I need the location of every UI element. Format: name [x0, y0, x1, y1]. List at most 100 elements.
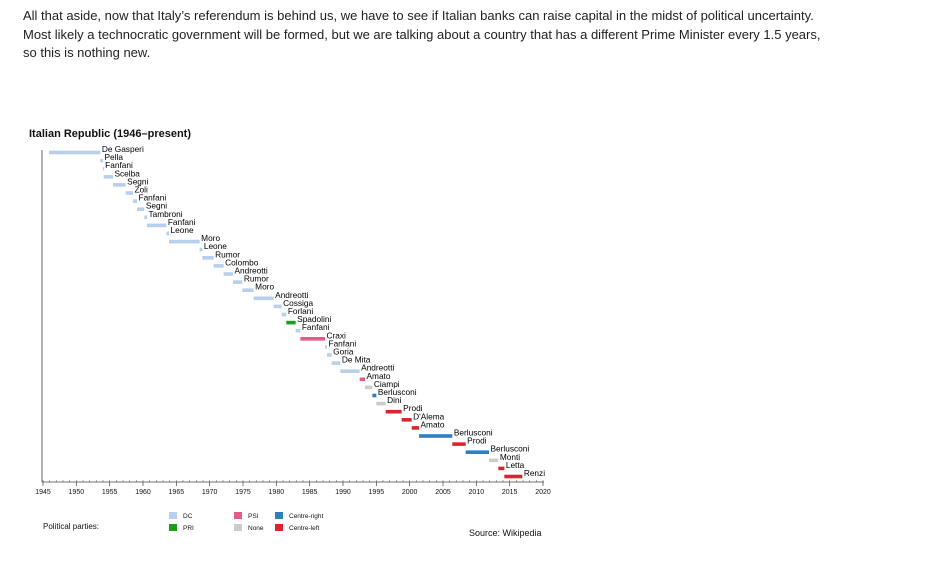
- pm-bar: [223, 272, 233, 276]
- pm-bar: [401, 418, 412, 422]
- pm-bar: [144, 215, 147, 220]
- pm-label: Moro: [201, 233, 220, 243]
- x-tick-label: 2000: [402, 489, 418, 496]
- pm-label: Forlani: [288, 306, 314, 316]
- pm-label: Segni: [146, 201, 167, 211]
- pm-bar: [166, 231, 169, 236]
- x-tick-label: 1965: [169, 489, 185, 496]
- legend-swatch: [169, 524, 177, 531]
- pm-bar: [411, 426, 419, 430]
- pm-bar: [103, 166, 105, 171]
- pm-label: Craxi: [327, 330, 347, 340]
- pm-bars: [49, 150, 523, 479]
- source-note: Source: Wikipedia: [469, 528, 542, 538]
- pm-label: Leone: [171, 225, 194, 235]
- pm-bar: [147, 223, 167, 228]
- pm-label: Letta: [506, 460, 525, 470]
- x-tick-label: 1950: [69, 489, 85, 496]
- pm-bar: [49, 150, 101, 155]
- pm-label: Monti: [500, 452, 520, 462]
- pm-label: Berlusconi: [491, 444, 530, 454]
- x-tick-label: 1945: [35, 489, 51, 496]
- legend-label: None: [248, 525, 264, 532]
- x-tick-label: 1985: [302, 489, 318, 496]
- pm-label: Tambroni: [149, 209, 183, 219]
- pm-bar: [100, 158, 103, 163]
- pm-bar: [202, 256, 214, 260]
- pm-label: Cossiga: [283, 298, 313, 308]
- pm-label: Andreotti: [361, 363, 394, 373]
- pm-label: Prodi: [467, 436, 487, 446]
- pm-bar: [273, 304, 282, 309]
- pm-labels: De GasperiPellaFanfaniScelbaSegniZoliFan…: [102, 144, 545, 478]
- pm-bar: [365, 385, 373, 390]
- pm-label: Dini: [387, 395, 401, 405]
- x-tick-label: 2005: [435, 489, 451, 496]
- pm-label: Renzi: [524, 468, 545, 478]
- legend-swatch: [275, 524, 283, 531]
- pm-bar: [385, 409, 402, 414]
- pm-label: Fanfani: [168, 217, 196, 227]
- pm-timeline-chart: Italian Republic (1946–present) 1945 1950…: [29, 128, 551, 538]
- pm-bar: [137, 207, 145, 211]
- legend-swatch: [234, 524, 242, 531]
- pm-bar: [359, 377, 365, 382]
- pm-label: Prodi: [403, 403, 423, 413]
- pm-label: Zoli: [135, 185, 149, 195]
- pm-bar: [213, 264, 224, 268]
- legend-title: Political parties:: [43, 522, 99, 531]
- pm-bar: [169, 239, 200, 244]
- pm-bar: [465, 450, 489, 454]
- pm-bar: [489, 458, 499, 463]
- pm-label: Colombo: [225, 257, 259, 267]
- pm-label: Rumor: [244, 274, 269, 284]
- pm-label: Pella: [105, 152, 124, 162]
- legend-label: PRI: [183, 525, 194, 532]
- pm-bar: [325, 345, 327, 349]
- pm-label: Spadolini: [297, 314, 331, 324]
- legend-label: Centre-right: [289, 513, 324, 520]
- legend-swatch: [234, 512, 242, 519]
- x-tick-label: 1990: [335, 489, 351, 496]
- legend-swatch: [169, 512, 177, 519]
- pm-bar: [327, 353, 332, 357]
- pm-label: Scelba: [115, 168, 141, 178]
- pm-bar: [125, 191, 133, 195]
- pm-label: De Gasperi: [102, 144, 144, 154]
- pm-label: Andreotti: [235, 266, 268, 276]
- pm-bar: [504, 474, 523, 479]
- pm-bar: [295, 328, 301, 333]
- pm-bar: [103, 175, 113, 179]
- x-tick-label: 2020: [535, 489, 551, 496]
- pm-bar: [331, 361, 341, 365]
- pm-bar: [419, 434, 453, 438]
- pm-label: Andreotti: [275, 290, 308, 300]
- pm-bar: [113, 183, 126, 187]
- pm-label: Fanfani: [139, 193, 167, 203]
- pm-label: Berlusconi: [378, 387, 417, 397]
- pm-bar: [242, 288, 254, 292]
- pm-bar: [233, 280, 243, 284]
- pm-label: Fanfani: [105, 160, 133, 170]
- chart-title: Italian Republic (1946–present): [29, 128, 191, 140]
- pm-label: De Mita: [342, 355, 371, 365]
- pm-bar: [452, 442, 466, 446]
- pm-label: Segni: [127, 176, 148, 186]
- legend-label: PSI: [248, 513, 259, 520]
- pm-label: Ciampi: [374, 379, 400, 389]
- x-axis-minor-ticks: [42, 480, 544, 482]
- pm-bar: [133, 199, 137, 203]
- legend-swatch: [275, 512, 283, 519]
- pm-bar: [300, 337, 325, 341]
- pm-label: D'Alema: [413, 411, 444, 421]
- pm-bar: [340, 369, 360, 373]
- pm-label: Goria: [333, 347, 354, 357]
- x-tick-label: 1980: [269, 489, 285, 496]
- x-tick-label: 1970: [202, 489, 218, 496]
- x-tick-label: 1995: [369, 489, 385, 496]
- pm-label: Fanfani: [329, 338, 357, 348]
- pm-label: Rumor: [215, 249, 240, 259]
- legend: DC PRI PSI None Centre-right Centre-left: [169, 512, 324, 532]
- pm-bar: [286, 320, 296, 325]
- pm-label: Fanfani: [302, 322, 330, 332]
